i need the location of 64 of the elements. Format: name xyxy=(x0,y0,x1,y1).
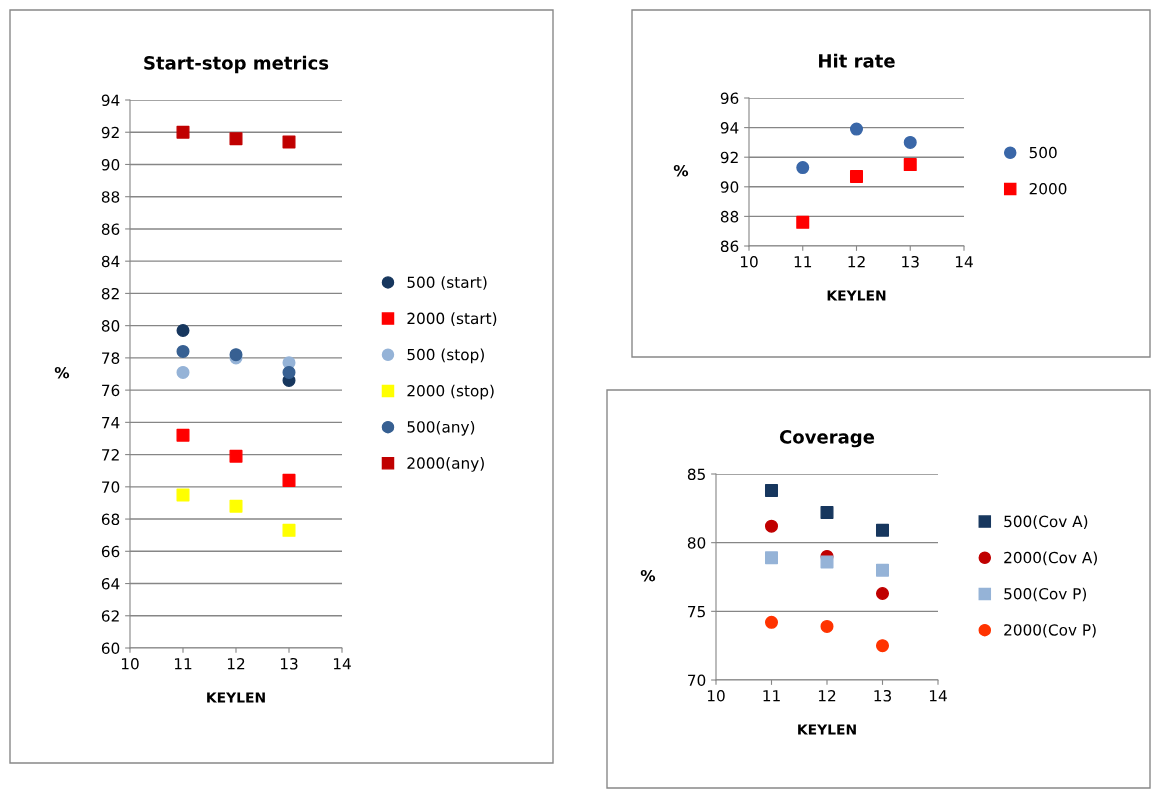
x-tick-label: 12 xyxy=(227,657,245,670)
x-axis-title: KEYLEN xyxy=(827,290,886,301)
x-tick-label: 11 xyxy=(174,658,192,670)
y-tick-label: 75 xyxy=(688,606,705,618)
y-axis-title: % xyxy=(54,366,70,379)
legend-label: 2000 (stop) xyxy=(407,384,494,400)
y-tick-label: 94 xyxy=(101,94,120,107)
legend-label: 500 (start) xyxy=(407,276,487,290)
legend-label: 2000(Cov A) xyxy=(1004,551,1097,566)
x-tick-label: 11 xyxy=(794,256,812,268)
x-axis-title: KEYLEN xyxy=(207,692,265,703)
x-tick-label: 14 xyxy=(929,690,947,702)
x-tick-label: 10 xyxy=(121,657,139,670)
x-tick-label: 13 xyxy=(902,255,919,268)
legend-label: 2000(any) xyxy=(407,457,484,472)
legend-label: 500 xyxy=(1029,146,1057,159)
chart-title: Coverage xyxy=(779,430,875,448)
legend-label: 2000 (start) xyxy=(407,312,497,326)
legend-label: 2000(Cov P) xyxy=(1004,623,1096,638)
legend-label: 500 (stop) xyxy=(407,348,484,364)
y-tick-label: 80 xyxy=(101,320,120,332)
y-tick-label: 90 xyxy=(720,181,739,193)
x-tick-label: 10 xyxy=(707,689,725,702)
y-axis-title: % xyxy=(673,164,689,177)
y-tick-label: 76 xyxy=(102,384,120,397)
x-tick-label: 13 xyxy=(874,689,891,702)
chart-title: Hit rate xyxy=(819,53,895,68)
x-tick-label: 12 xyxy=(848,255,865,268)
legend-label: 500(Cov A) xyxy=(1004,515,1088,529)
y-tick-label: 86 xyxy=(720,240,739,253)
y-tick-label: 68 xyxy=(101,513,120,526)
y-tick-label: 72 xyxy=(102,449,119,461)
y-tick-label: 64 xyxy=(101,577,120,590)
y-tick-label: 74 xyxy=(102,417,120,429)
y-tick-label: 70 xyxy=(688,674,706,687)
y-tick-label: 70 xyxy=(102,481,120,493)
chart-title: Start-stop metrics xyxy=(144,55,329,74)
x-tick-label: 14 xyxy=(333,658,351,670)
x-axis-title: KEYLEN xyxy=(798,724,856,735)
y-tick-label: 96 xyxy=(720,92,739,105)
y-tick-label: 62 xyxy=(101,610,119,622)
y-tick-label: 60 xyxy=(101,642,120,655)
y-tick-label: 88 xyxy=(101,191,120,203)
y-tick-label: 92 xyxy=(720,151,738,164)
y-tick-label: 84 xyxy=(101,255,120,268)
y-tick-label: 94 xyxy=(720,122,739,134)
y-axis-title: % xyxy=(640,569,656,582)
y-tick-label: 92 xyxy=(101,126,119,139)
y-tick-label: 80 xyxy=(687,537,706,549)
y-tick-label: 90 xyxy=(101,158,120,171)
legend-label: 500(Cov P) xyxy=(1004,587,1087,602)
y-tick-label: 66 xyxy=(101,545,120,558)
y-tick-label: 82 xyxy=(101,287,119,300)
legend-label: 500(any) xyxy=(407,420,475,436)
y-tick-label: 88 xyxy=(720,210,739,223)
x-tick-label: 13 xyxy=(280,657,298,670)
x-tick-label: 11 xyxy=(763,690,780,702)
x-tick-label: 12 xyxy=(818,689,836,702)
x-tick-label: 10 xyxy=(740,255,758,268)
y-tick-label: 86 xyxy=(101,223,120,235)
y-tick-label: 85 xyxy=(687,468,705,481)
y-tick-label: 78 xyxy=(102,352,120,364)
legend-label: 2000 xyxy=(1029,182,1067,195)
x-tick-label: 14 xyxy=(955,256,973,268)
